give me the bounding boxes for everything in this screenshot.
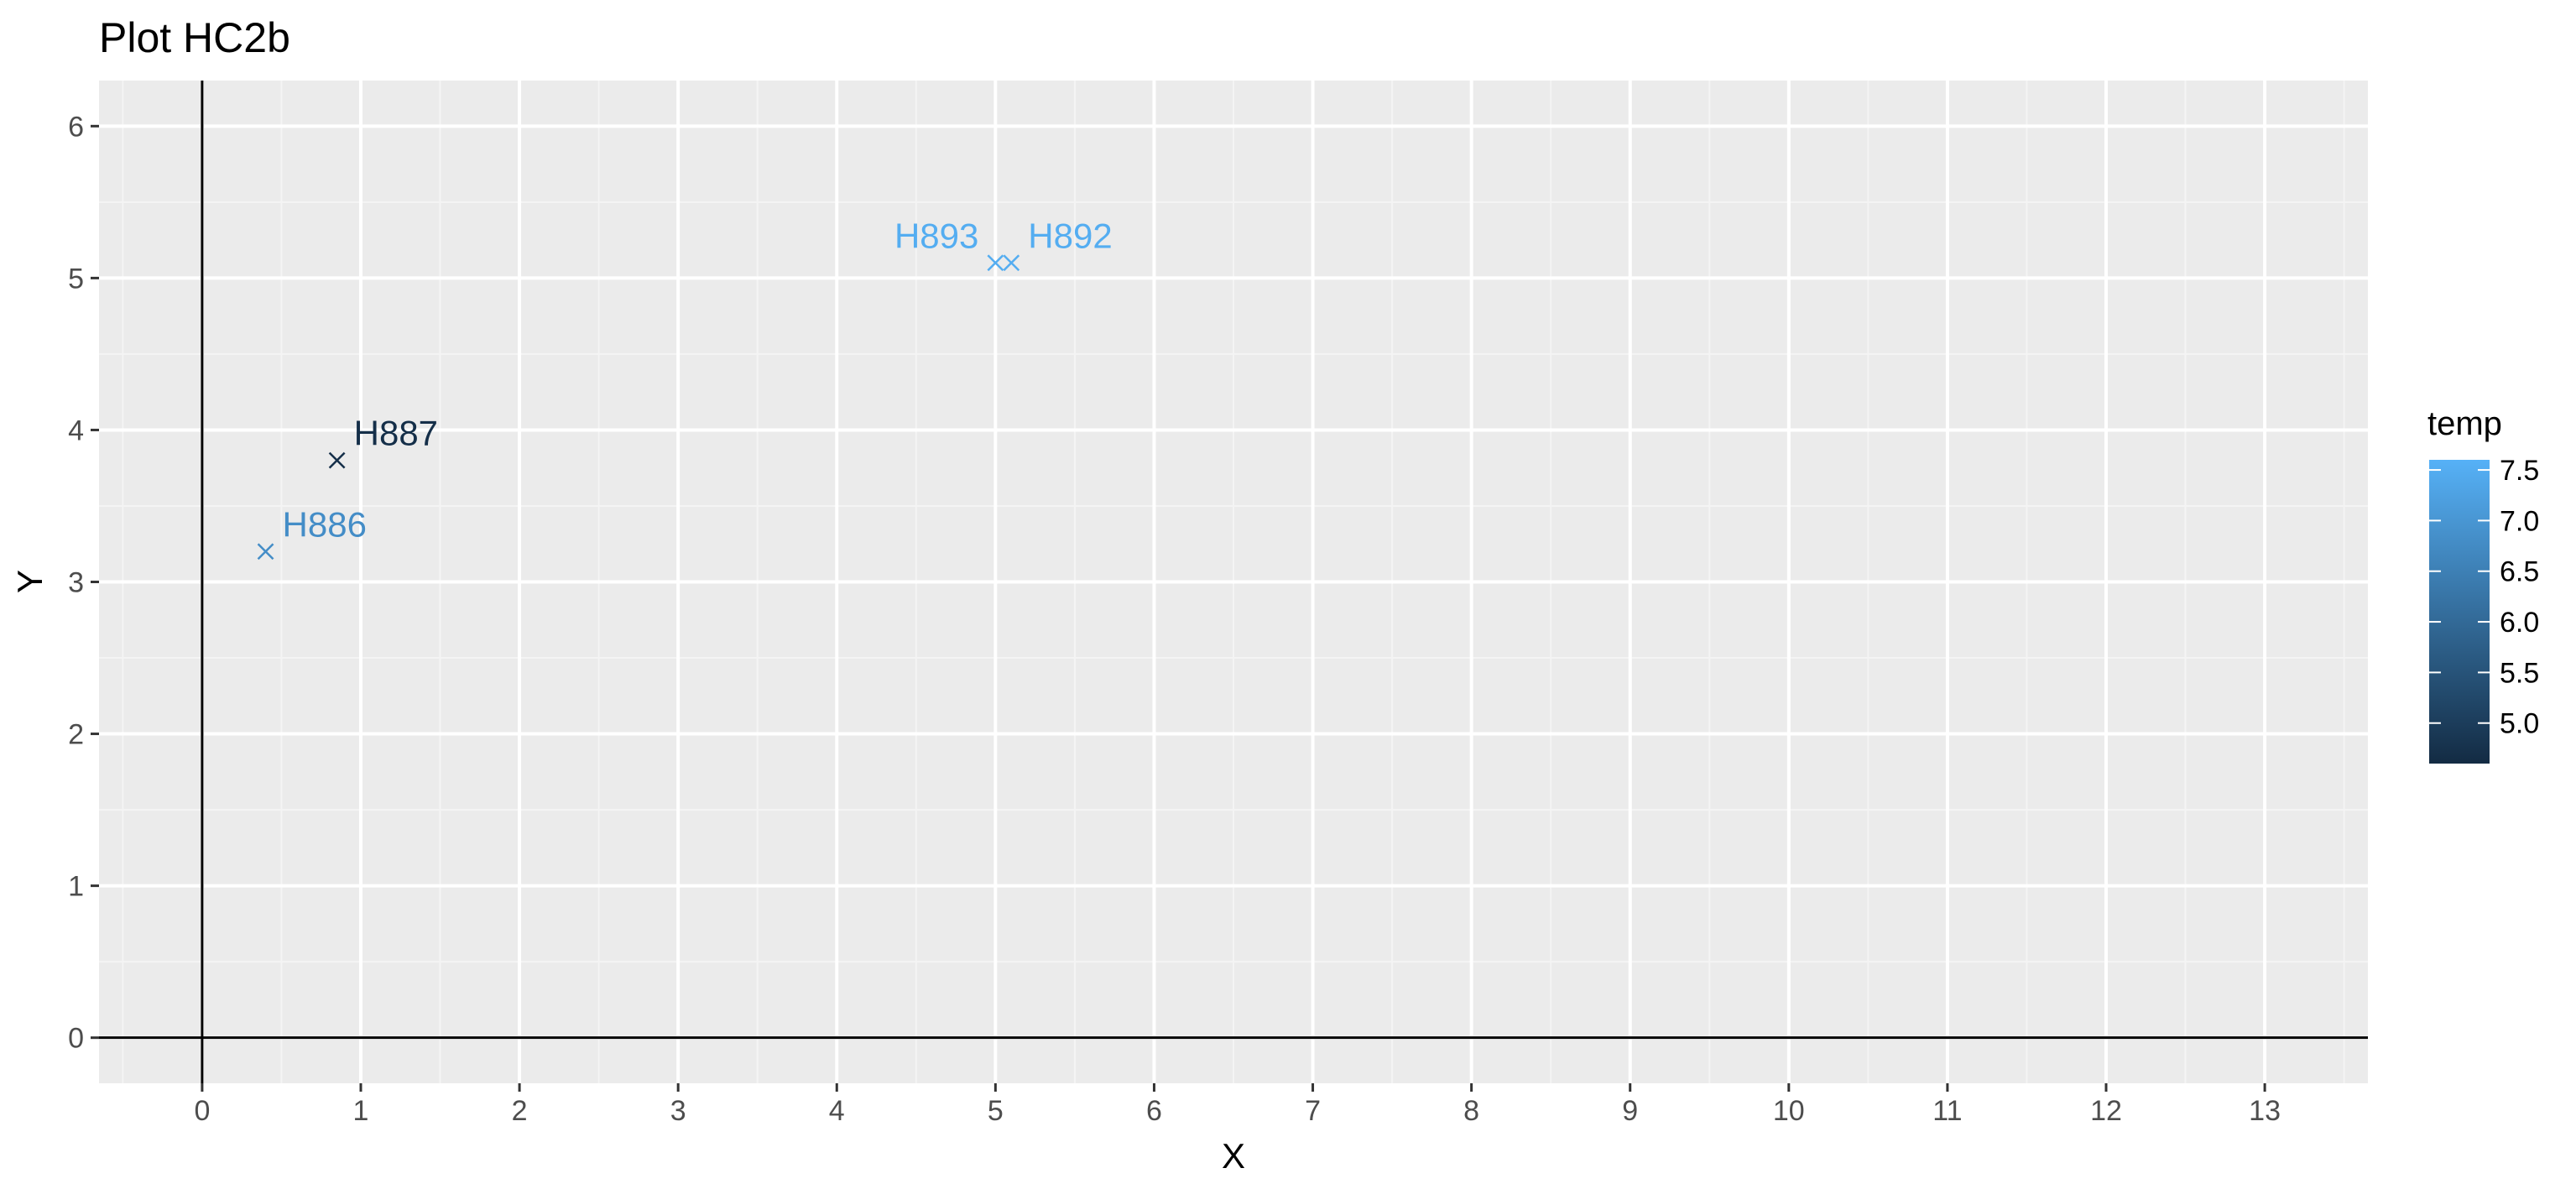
point-marker: [987, 254, 1004, 272]
y-tick-label: 2: [68, 719, 84, 751]
x-tick-label: 4: [829, 1095, 845, 1127]
x-tick-label: 11: [1932, 1095, 1962, 1127]
legend-tick-label: 6.5: [2500, 556, 2539, 588]
point-h887: H887: [328, 414, 438, 469]
point-label: H892: [1028, 216, 1112, 255]
x-tick-label: 9: [1622, 1095, 1638, 1127]
chart-title: Plot HC2b: [99, 14, 290, 61]
y-axis: 0 1 2 3 4 5 6: [68, 111, 99, 1055]
x-tick-label: 8: [1463, 1095, 1479, 1127]
legend-tick-label: 7.0: [2500, 505, 2539, 537]
x-tick-label: 2: [512, 1095, 528, 1127]
point-label: H887: [354, 414, 438, 453]
point-label: H893: [894, 216, 978, 255]
point-marker: [1003, 254, 1020, 272]
x-axis: 0 1 2 3 4 5 6 7 8 9 10 11 12 13: [194, 1083, 2281, 1127]
legend-ticks: 5.0 5.5 6.0 6.5 7.0 7.5: [2429, 455, 2539, 740]
legend-colorbar: [2429, 460, 2490, 764]
point-marker: [257, 543, 274, 561]
y-axis-title: Y: [10, 570, 50, 593]
point-h892: H892: [1003, 216, 1113, 272]
legend-title: temp: [2427, 405, 2502, 442]
legend-tick-label: 6.0: [2500, 607, 2539, 639]
legend-tick-label: 5.5: [2500, 657, 2539, 689]
point-h893: H893: [894, 216, 1004, 272]
x-tick-label: 12: [2090, 1095, 2122, 1127]
x-tick-label: 5: [988, 1095, 1004, 1127]
legend-tick-label: 5.0: [2500, 708, 2539, 740]
y-tick-label: 6: [68, 111, 84, 143]
x-axis-title: X: [1222, 1136, 1245, 1176]
legend-tick-label: 7.5: [2500, 455, 2539, 487]
y-tick-label: 3: [68, 567, 84, 599]
point-label: H886: [283, 504, 367, 544]
x-tick-label: 10: [1773, 1095, 1805, 1127]
data-points: H886 H887 H893 H892: [257, 216, 1113, 561]
x-tick-label: 1: [353, 1095, 369, 1127]
y-tick-label: 5: [68, 263, 84, 295]
x-tick-label: 3: [670, 1095, 686, 1127]
point-h886: H886: [257, 504, 367, 561]
color-legend: temp 5.0 5.5 6.0 6.5 7.0 7.5: [2427, 405, 2539, 764]
reference-lines: [99, 81, 2368, 1083]
x-tick-label: 0: [194, 1095, 210, 1127]
y-tick-label: 0: [68, 1023, 84, 1055]
y-tick-label: 1: [68, 871, 84, 903]
x-tick-label: 13: [2249, 1095, 2281, 1127]
y-tick-label: 4: [68, 415, 84, 446]
x-tick-label: 7: [1305, 1095, 1321, 1127]
point-marker: [328, 451, 346, 469]
x-tick-label: 6: [1146, 1095, 1162, 1127]
